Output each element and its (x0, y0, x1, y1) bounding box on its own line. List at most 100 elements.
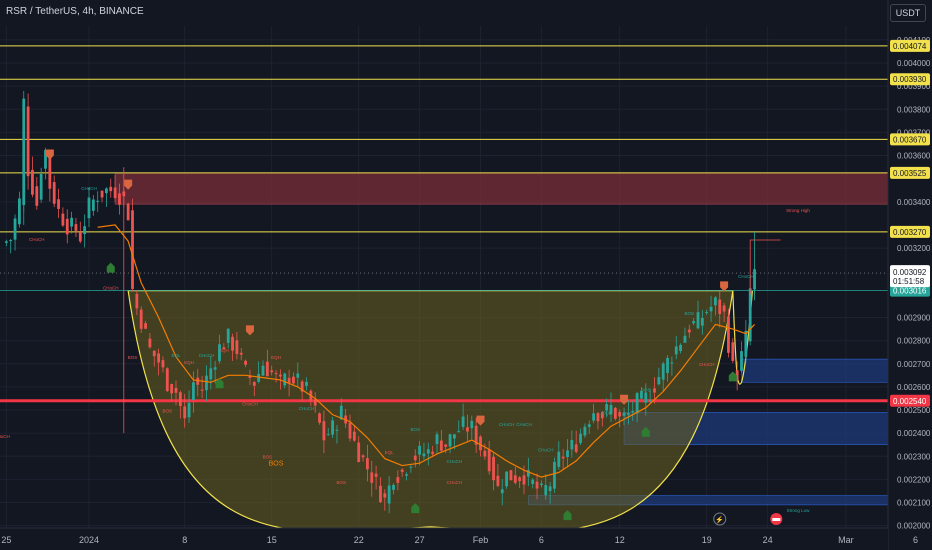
candle-body (87, 197, 91, 219)
time-tick-label: 8 (182, 535, 187, 545)
candle-body (387, 485, 391, 504)
candle-body (105, 188, 108, 194)
candle-body (226, 328, 230, 343)
candle-body (635, 393, 639, 414)
candle-body (740, 351, 743, 371)
price-tick-label: 0.003700 (897, 128, 931, 137)
candle-body (457, 431, 461, 433)
level-price-tag (890, 39, 930, 52)
candle-body (131, 210, 134, 289)
time-tick-label: 22 (354, 535, 364, 545)
level-price-text: 0.003525 (893, 169, 927, 178)
candle-body (535, 481, 539, 489)
candle-body (126, 203, 130, 221)
event-icons: ⚡ (713, 512, 783, 526)
candle-body (735, 370, 739, 381)
candle-body (487, 449, 491, 472)
candle-body (39, 173, 43, 200)
level-price-text: 0.003930 (893, 75, 927, 84)
annotation-label: Strong High (786, 208, 810, 213)
annotation-label: EQH (219, 348, 229, 353)
candle-body (696, 312, 700, 329)
candle-body (335, 429, 339, 431)
candle-body (113, 187, 117, 199)
candle-body (252, 382, 256, 386)
candle-body (170, 384, 174, 394)
price-tick-label: 0.003800 (897, 105, 931, 114)
price-tick-label: 0.002500 (897, 406, 931, 415)
candle-body (152, 350, 156, 357)
candle-body (326, 434, 330, 436)
candle-body (592, 413, 595, 421)
candle-body (9, 240, 13, 242)
annotation-label: BOS (337, 480, 347, 485)
bear-signal-marker (720, 281, 729, 292)
candle-body (448, 434, 452, 447)
currency-button[interactable]: USDT (890, 4, 926, 22)
candle-body (357, 442, 361, 463)
annotation-label: Strong Low (787, 508, 811, 513)
candle-body (65, 218, 69, 235)
candle-body (687, 329, 691, 333)
candle-body (157, 353, 160, 363)
level-price-text: 0.004074 (893, 42, 927, 51)
annotation-label: CHoCH (699, 362, 715, 367)
flash-glyph: ⚡ (715, 515, 724, 524)
supply-zone (114, 172, 925, 205)
time-tick-label: 19 (702, 535, 712, 545)
time-axis-background (0, 528, 888, 550)
candle-body (483, 450, 487, 457)
candle-body (613, 407, 617, 419)
candle-body (640, 390, 643, 399)
candle-body (544, 485, 548, 496)
price-tick-label: 0.002000 (897, 522, 931, 531)
candle-body (513, 475, 517, 483)
annotation-label: EQL (171, 353, 181, 358)
time-tick-label: Mar (838, 535, 854, 545)
price-axis: 0.0041000.0040000.0039000.0038000.003700… (887, 0, 932, 550)
price-tick-label: 0.003200 (897, 244, 931, 253)
candle-body (500, 489, 504, 494)
annotation-label: BOS (685, 311, 695, 316)
candle-body (722, 305, 726, 312)
candle-body (144, 323, 147, 329)
candle-body (161, 360, 165, 368)
candle-body (674, 346, 678, 355)
candle-body (174, 388, 178, 393)
candle-body (61, 213, 65, 226)
time-tick-label: Feb (473, 535, 489, 545)
annotation-label: EQH (184, 360, 194, 365)
annotation-label: EQL (602, 411, 612, 416)
candle-body (374, 473, 378, 477)
candle-body (618, 412, 622, 417)
candle-body (653, 388, 656, 393)
candle-body (178, 392, 182, 406)
candle-body (479, 436, 482, 451)
candles (4, 90, 756, 514)
candle-body (287, 377, 291, 383)
time-tick-label: 15 (267, 535, 277, 545)
price-tick-label: 0.002200 (897, 475, 931, 484)
annotation-label: CHoCH (499, 422, 515, 427)
level-price-tag (890, 284, 930, 297)
bull-signal-marker (411, 503, 420, 514)
bear-signal-marker (245, 325, 254, 336)
candle-body (118, 193, 121, 205)
candle-body (70, 217, 73, 227)
annotations: CHoCHCHoCHCHoCHBOSBOSEQLEQHCHoCHEQHCHoCH… (0, 186, 810, 513)
bear-signal-marker (620, 394, 629, 405)
candle-body (26, 106, 30, 177)
candle-body (196, 377, 200, 385)
candle-body (239, 352, 243, 355)
annotation-label: CHoCH (81, 186, 97, 191)
candle-body (453, 434, 456, 439)
candle-body (279, 374, 282, 377)
strong-high-line (749, 239, 781, 295)
candle-body (466, 427, 469, 432)
price-tick-label: 0.002400 (897, 429, 931, 438)
candle-body (274, 373, 278, 375)
candle-body (257, 373, 261, 382)
candle-body (248, 375, 252, 378)
candle-body (548, 486, 552, 491)
